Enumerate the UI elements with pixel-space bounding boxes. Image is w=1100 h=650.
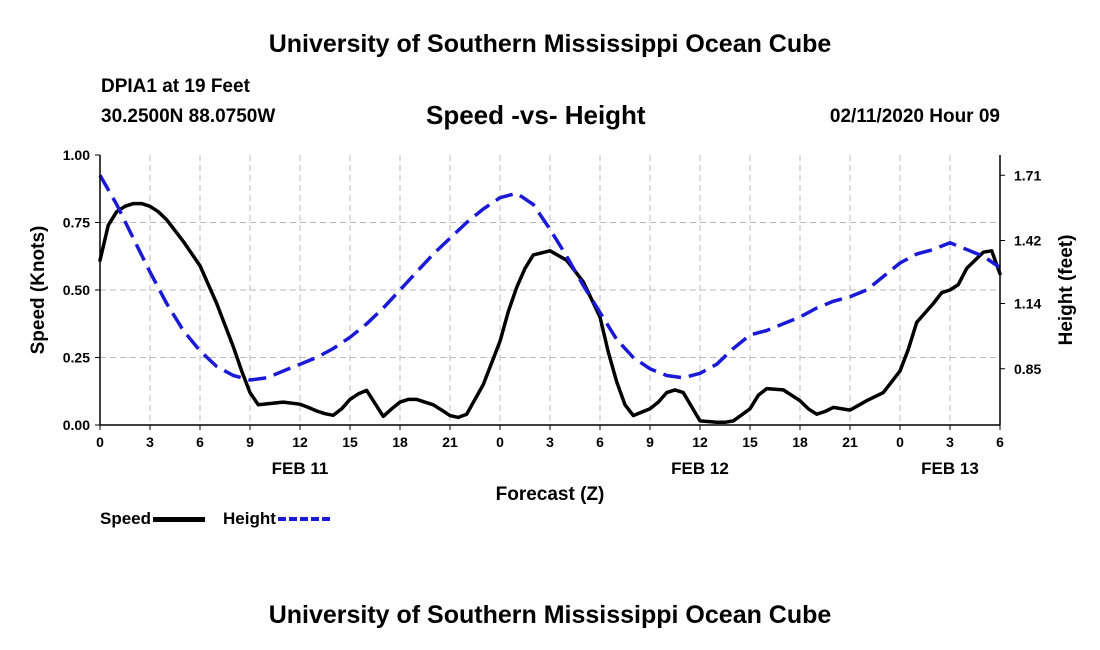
day-label: FEB 12 — [671, 459, 729, 478]
legend-height-label: Height — [223, 509, 276, 528]
x-tick-label: 9 — [246, 434, 254, 450]
y2-tick-label: 1.14 — [1014, 296, 1041, 312]
x-tick-label: 3 — [146, 434, 154, 450]
x-tick-label: 15 — [742, 434, 758, 450]
forecast-datetime: 02/11/2020 Hour 09 — [829, 106, 1000, 127]
chart-title: Speed -vs- Height — [426, 100, 646, 130]
y-tick-label: 1.00 — [63, 147, 90, 163]
x-tick-label: 15 — [342, 434, 358, 450]
x-tick-label: 3 — [946, 434, 954, 450]
x-tick-label: 0 — [896, 434, 904, 450]
x-tick-label: 9 — [646, 434, 654, 450]
height-series-line — [98, 174, 1001, 382]
legend-height-swatch — [277, 517, 330, 521]
x-tick-label: 6 — [196, 434, 204, 450]
x-axis-label: Forecast (Z) — [496, 484, 605, 505]
station-name: DPIA1 at 19 Feet — [101, 76, 250, 97]
y-axis-label-right: Height (feet) — [1056, 235, 1077, 346]
legend-speed-label: Speed — [100, 509, 152, 528]
day-label: FEB 13 — [921, 459, 979, 478]
speed-series-line — [98, 201, 1002, 425]
y-tick-label: 0.00 — [63, 417, 90, 433]
x-tick-label: 0 — [96, 434, 104, 450]
x-tick-label: 21 — [442, 434, 458, 450]
x-tick-label: 0 — [496, 434, 504, 450]
y2-tick-label: 0.85 — [1014, 361, 1041, 377]
x-tick-label: 12 — [692, 434, 708, 450]
y-tick-label: 0.50 — [63, 282, 90, 298]
day-label: FEB 11 — [272, 459, 329, 478]
y-tick-label: 0.75 — [63, 215, 90, 231]
x-tick-label: 18 — [392, 434, 408, 450]
y-axis-label-left: Speed (Knots) — [28, 226, 49, 355]
y-tick-label: 0.25 — [63, 350, 90, 366]
axes — [95, 154, 1005, 430]
page-title-bottom: University of Southern Mississippi Ocean… — [268, 601, 832, 629]
series-layer — [98, 174, 1002, 425]
x-tick-label: 6 — [596, 434, 604, 450]
legend-speed-swatch — [153, 516, 206, 522]
station-coordinates: 30.2500N 88.0750W — [101, 106, 276, 127]
page-title-top: University of Southern Mississippi Ocean… — [268, 30, 832, 58]
y2-tick-label: 1.71 — [1014, 167, 1041, 183]
x-tick-label: 12 — [292, 434, 308, 450]
tick-labels: 0 3 6 9 12 15 18 21 0 3 6 9 12 15 18 21 0 3 6 0.00 0.25 0.50 0… — [63, 147, 1042, 478]
x-tick-label: 6 — [996, 434, 1004, 450]
x-tick-label: 18 — [792, 434, 808, 450]
x-tick-label: 21 — [842, 434, 858, 450]
x-tick-label: 3 — [546, 434, 554, 450]
legend: Speed Height — [100, 509, 330, 529]
y2-tick-label: 1.42 — [1014, 233, 1041, 249]
